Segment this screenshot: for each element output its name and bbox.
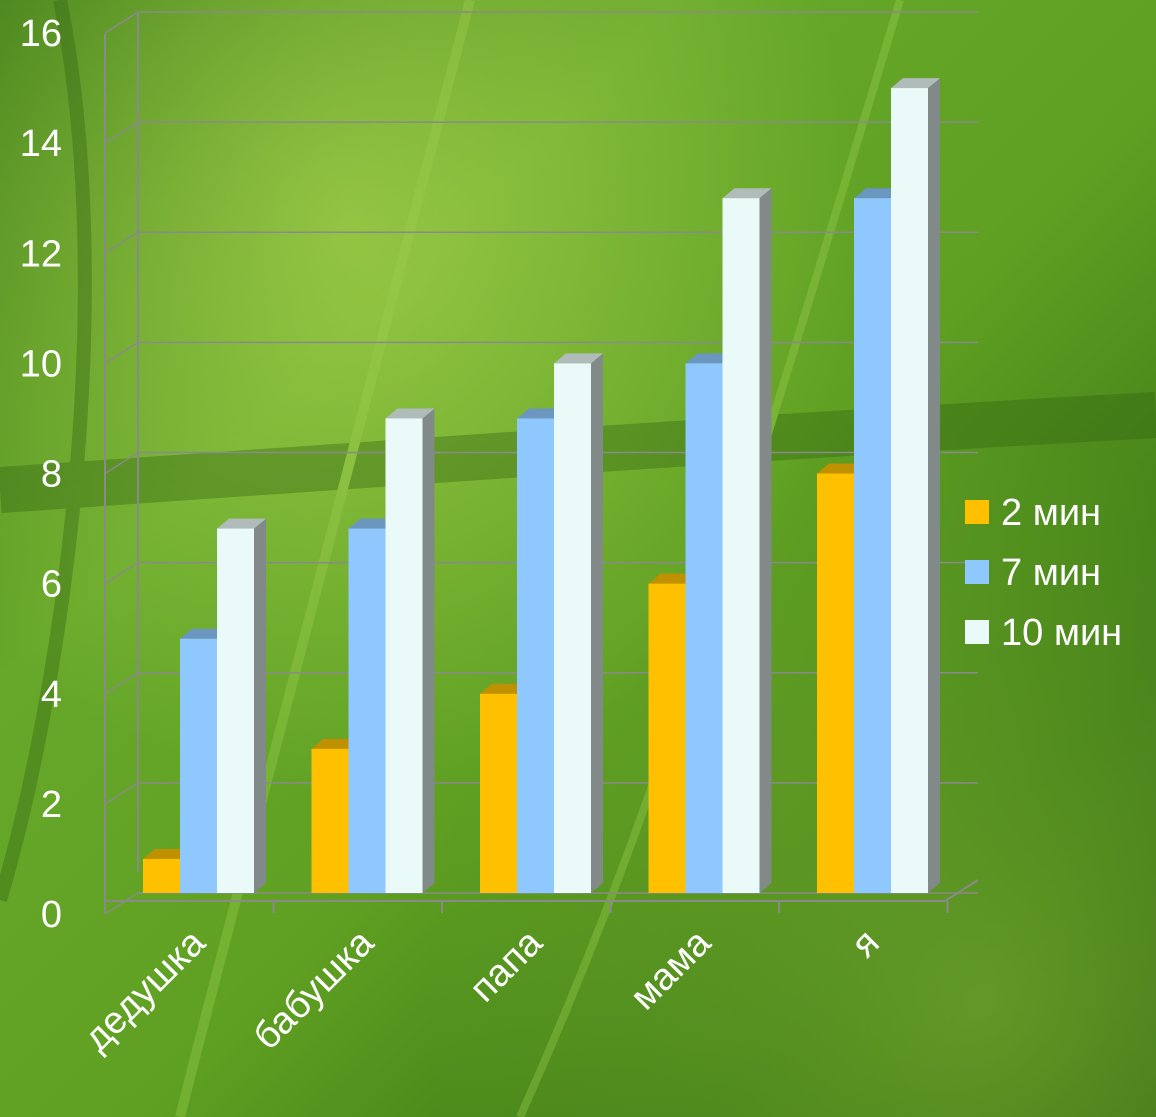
bar: [385, 408, 435, 893]
bar-front: [143, 858, 180, 893]
bar-front: [685, 363, 723, 893]
y-axis-ticks: 0 2 4 6 8 10 12 14 16: [20, 13, 62, 936]
x-category-label: мама: [623, 921, 720, 1018]
bar-front: [385, 418, 423, 893]
x-category-label: папа: [462, 921, 551, 1010]
legend-swatch: [965, 560, 989, 584]
legend-label: 10 мин: [1001, 612, 1122, 654]
y-tick-label: 6: [41, 564, 62, 606]
bar-front: [480, 693, 517, 893]
bar-front: [722, 198, 760, 893]
y-tick-label: 14: [20, 123, 62, 165]
leaf-vein: [175, 0, 475, 1117]
bar-top: [517, 408, 566, 419]
gridline-side: [104, 672, 139, 695]
y-tick-label: 16: [20, 13, 62, 55]
bar-front: [891, 88, 928, 893]
bar-top: [891, 78, 940, 89]
x-category-label: бабушка: [246, 921, 383, 1058]
gridline-side: [104, 561, 139, 585]
bar-side: [759, 188, 772, 893]
gridline-side: [104, 121, 139, 144]
gridline-side: [104, 782, 139, 805]
bar-front: [217, 528, 254, 893]
legend-label: 2 мин: [1001, 492, 1101, 534]
legend-item: 7 мин: [965, 552, 1101, 594]
legend-swatch: [965, 500, 989, 524]
bar-top: [348, 518, 398, 529]
gridline-side: [104, 451, 139, 475]
bar-top: [180, 628, 229, 639]
x-category-label: я: [843, 922, 887, 966]
bar-front: [554, 363, 591, 893]
bar: [891, 78, 940, 893]
bar-top: [385, 408, 435, 419]
y-tick-label: 0: [41, 894, 62, 936]
bar-front: [348, 528, 386, 893]
bar: [217, 518, 266, 893]
legend: 2 мин 7 мин 10 мин: [965, 492, 1122, 654]
bar: [722, 188, 772, 893]
bar-top: [854, 188, 903, 199]
floor-edge: [944, 879, 979, 902]
bar-top: [217, 518, 266, 529]
bar-top: [817, 463, 866, 474]
bar-top: [311, 738, 361, 749]
bar-side: [591, 353, 603, 893]
bar-front: [817, 473, 854, 893]
legend-item: 10 мин: [965, 612, 1122, 654]
gridline-side: [104, 892, 139, 915]
bar-side: [254, 518, 266, 893]
bar-side: [422, 408, 435, 893]
bar-top: [480, 683, 529, 694]
bar-top: [554, 353, 603, 364]
bar-front: [311, 748, 349, 893]
bar-top: [685, 353, 735, 364]
bar-top: [143, 848, 192, 859]
y-tick-label: 10: [20, 343, 62, 385]
y-tick-label: 12: [20, 233, 62, 275]
bar-top: [722, 188, 772, 199]
bar-front: [517, 418, 554, 893]
gridline-side: [104, 231, 139, 254]
gridline-side: [104, 11, 139, 34]
x-category-label: дедушка: [76, 921, 214, 1059]
leaf-vein: [0, 0, 92, 903]
y-tick-label: 4: [41, 674, 62, 716]
bars: [143, 78, 940, 893]
bar-side: [928, 78, 940, 893]
bar-front: [854, 198, 891, 893]
bar-front: [648, 583, 686, 893]
legend-item: 2 мин: [965, 492, 1101, 534]
y-tick-label: 2: [41, 784, 62, 826]
bar-top: [648, 573, 698, 584]
y-tick-label: 8: [41, 454, 62, 496]
gridline-side: [104, 341, 139, 365]
bar: [554, 353, 603, 893]
legend-swatch: [965, 620, 989, 644]
legend-label: 7 мин: [1001, 552, 1101, 594]
bar-front: [180, 638, 217, 893]
